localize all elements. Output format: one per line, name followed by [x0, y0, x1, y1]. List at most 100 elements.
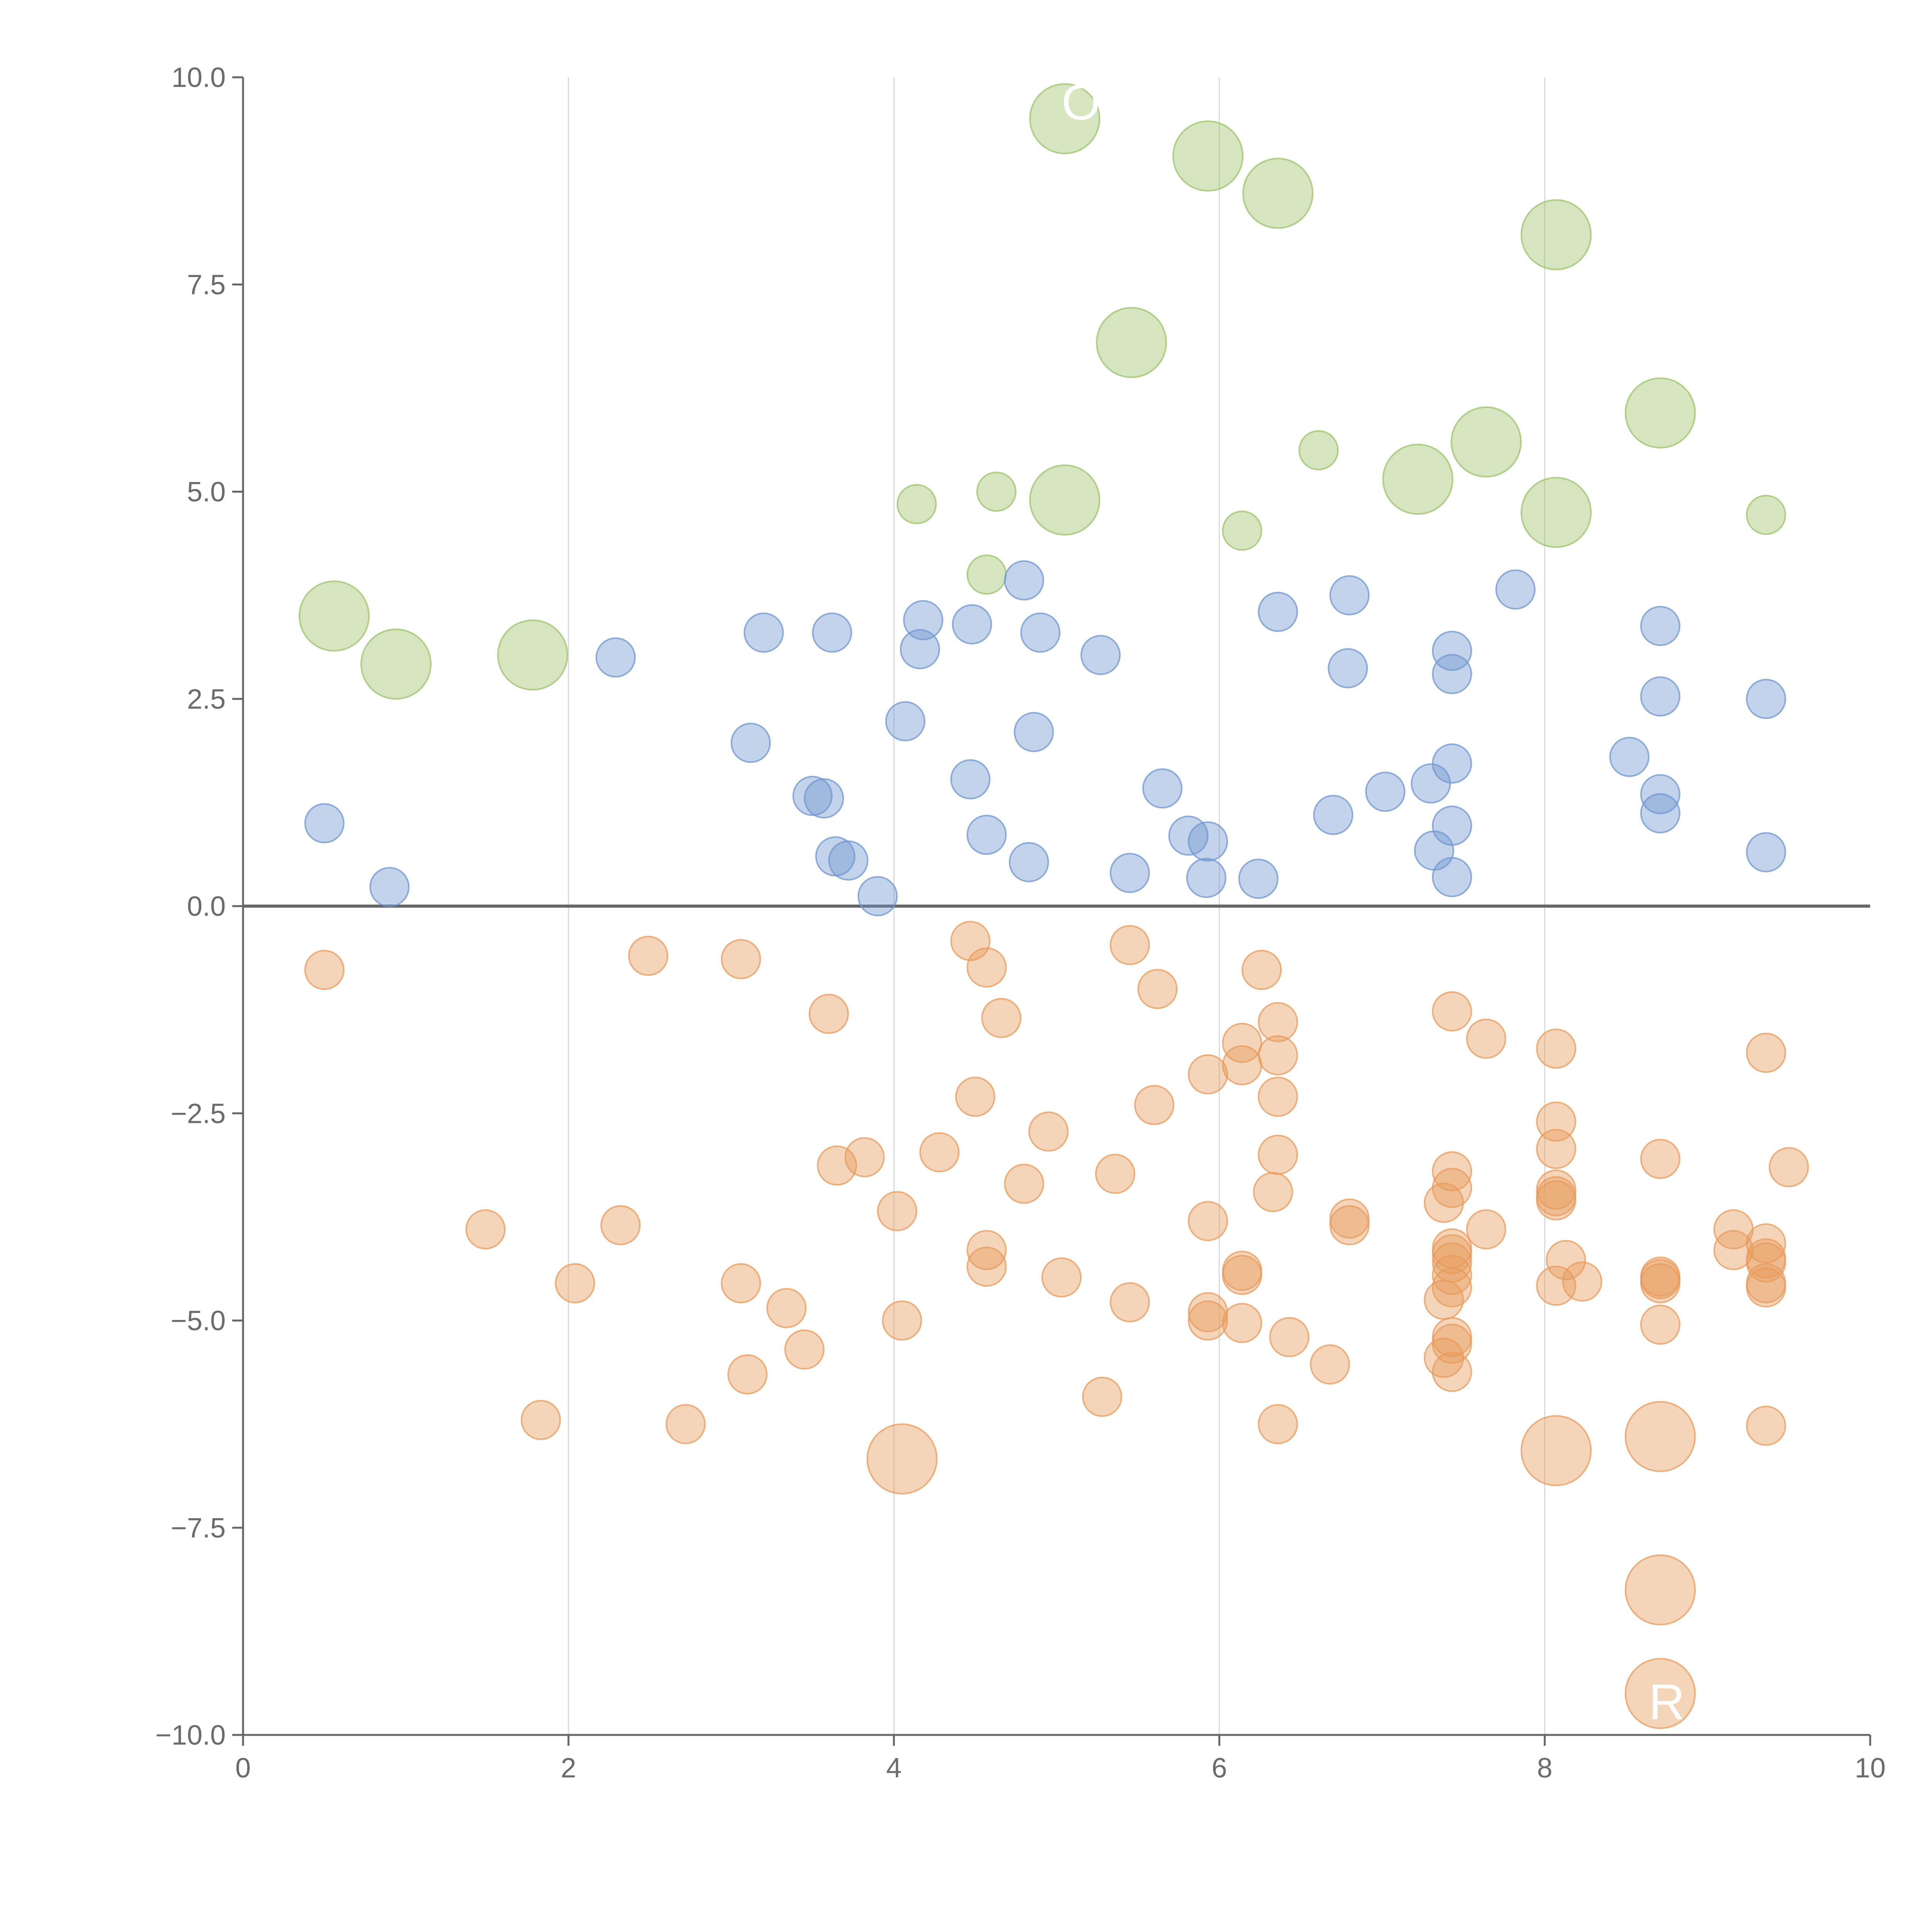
orange-point: [1640, 1263, 1680, 1303]
blue-point: [1020, 612, 1061, 653]
blue-point: [1168, 815, 1209, 856]
orange-point: [1258, 1134, 1298, 1175]
orange-large-point: [1624, 1401, 1696, 1472]
orange-point: [1423, 1338, 1464, 1378]
green-point: [1172, 120, 1244, 192]
orange-point: [844, 1137, 885, 1177]
orange-point: [877, 1191, 917, 1231]
blue-point: [1609, 736, 1650, 777]
blue-point: [952, 604, 992, 645]
orange-point: [721, 1263, 761, 1303]
blue-point: [804, 778, 844, 819]
orange-point: [1466, 1209, 1507, 1250]
blue-point: [885, 701, 925, 742]
orange-point: [1095, 1153, 1136, 1194]
blue-point: [595, 637, 636, 678]
blue-point: [900, 629, 940, 670]
orange-point: [1713, 1230, 1754, 1270]
blue-point: [828, 840, 869, 881]
orange-point: [721, 939, 761, 980]
orange-point: [1432, 1255, 1472, 1295]
green-point: [1520, 477, 1592, 548]
orange-point: [1432, 1151, 1472, 1192]
blue-point: [304, 803, 345, 844]
blue-point: [903, 600, 944, 640]
blue-point: [1329, 575, 1370, 616]
blue-point: [1186, 858, 1226, 898]
orange-point: [1258, 1404, 1298, 1444]
orange-point: [1432, 1323, 1472, 1364]
blue-point: [792, 776, 833, 816]
blue-point: [966, 815, 1007, 855]
orange-point: [1432, 991, 1472, 1032]
orange-point: [919, 1132, 960, 1173]
green-point: [360, 628, 432, 700]
blue-point: [812, 612, 852, 653]
orange-point: [1746, 1242, 1786, 1283]
orange-point: [1258, 1035, 1298, 1076]
orange-point: [882, 1300, 922, 1341]
blue-point: [1004, 560, 1044, 601]
orange-point: [1188, 1300, 1228, 1341]
orange-point: [1310, 1344, 1350, 1385]
annotation-label: O: [1061, 74, 1100, 130]
blue-point: [857, 876, 898, 917]
orange-point: [1188, 1054, 1228, 1095]
orange-point: [1536, 1265, 1577, 1306]
data-points: [298, 83, 1809, 1729]
green-point: [1624, 377, 1696, 449]
orange-point: [966, 1247, 1007, 1287]
x-tick-label: 0: [235, 1753, 251, 1784]
orange-point: [1423, 1279, 1464, 1320]
orange-point: [966, 947, 1007, 988]
orange-point: [955, 1077, 995, 1117]
orange-point: [1137, 969, 1178, 1009]
annotation-label: R: [1649, 1673, 1685, 1730]
green-point: [1298, 430, 1339, 471]
orange-point: [1242, 950, 1282, 990]
blue-point: [1432, 654, 1472, 694]
blue-point: [1238, 859, 1279, 899]
blue-point: [1746, 679, 1786, 719]
y-tick-label: −7.5: [171, 1513, 226, 1544]
green-point: [1746, 495, 1786, 535]
green-point: [1222, 510, 1262, 551]
orange-large-point: [1624, 1658, 1696, 1729]
green-point: [1520, 199, 1592, 270]
orange-point: [1109, 925, 1150, 965]
orange-large-point: [1624, 1554, 1696, 1626]
y-tick-label: −10.0: [155, 1720, 226, 1751]
blue-point: [743, 612, 784, 653]
blue-point: [1009, 842, 1049, 883]
blue-point: [1640, 793, 1680, 833]
y-tick-label: 7.5: [187, 269, 226, 300]
blue-point: [1258, 592, 1298, 632]
y-tick-label: −5.0: [171, 1306, 226, 1337]
green-point: [1242, 158, 1314, 229]
y-tick-label: 0.0: [187, 891, 226, 922]
orange-point: [1329, 1205, 1370, 1245]
orange-point: [1082, 1376, 1122, 1417]
blue-point: [1411, 763, 1451, 804]
green-point: [1382, 444, 1454, 515]
orange-point: [1269, 1317, 1310, 1357]
orange-point: [1423, 1182, 1464, 1223]
orange-point: [1188, 1201, 1228, 1242]
orange-point: [304, 950, 345, 990]
green-point: [896, 484, 937, 524]
orange-point: [1222, 1045, 1262, 1085]
blue-point: [1640, 605, 1680, 646]
green-point: [497, 619, 568, 691]
green-point: [1029, 83, 1100, 155]
orange-point: [950, 921, 991, 961]
orange-point: [665, 1404, 706, 1444]
orange-point: [966, 1230, 1007, 1270]
orange-point: [817, 1145, 857, 1186]
blue-point: [369, 867, 410, 907]
x-tick-label: 4: [886, 1753, 901, 1784]
orange-large-point: [866, 1423, 938, 1495]
green-point: [966, 554, 1007, 595]
orange-point: [1546, 1240, 1586, 1280]
orange-large-point: [1520, 1415, 1592, 1486]
green-point: [1451, 406, 1522, 478]
